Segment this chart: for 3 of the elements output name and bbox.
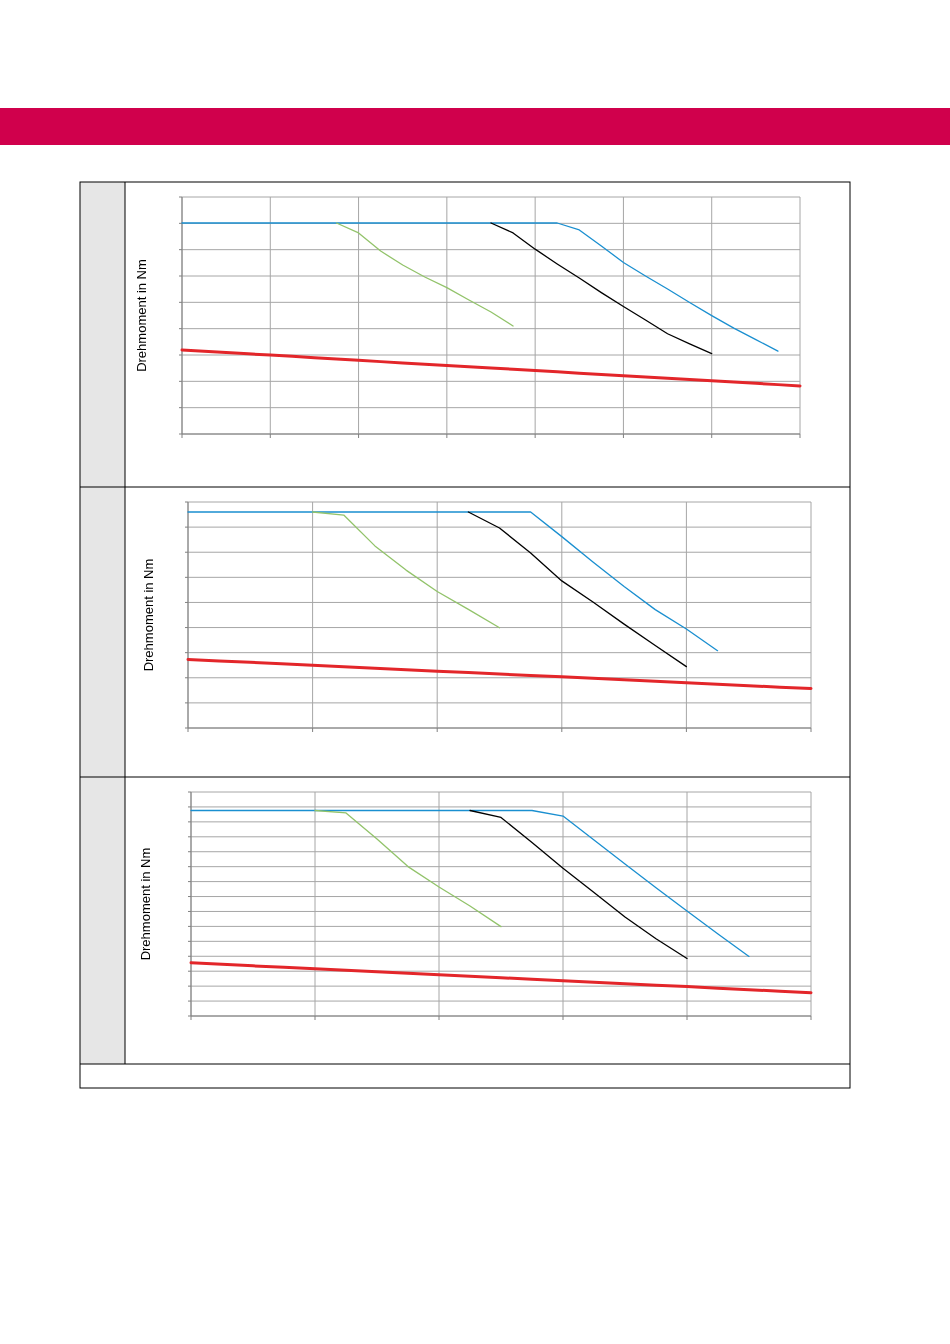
- y-axis-title: Drehmoment in Nm: [133, 259, 149, 372]
- y-axis-title: Drehmoment in Nm: [137, 847, 153, 961]
- y-axis-title: Drehmoment in Nm: [140, 558, 156, 672]
